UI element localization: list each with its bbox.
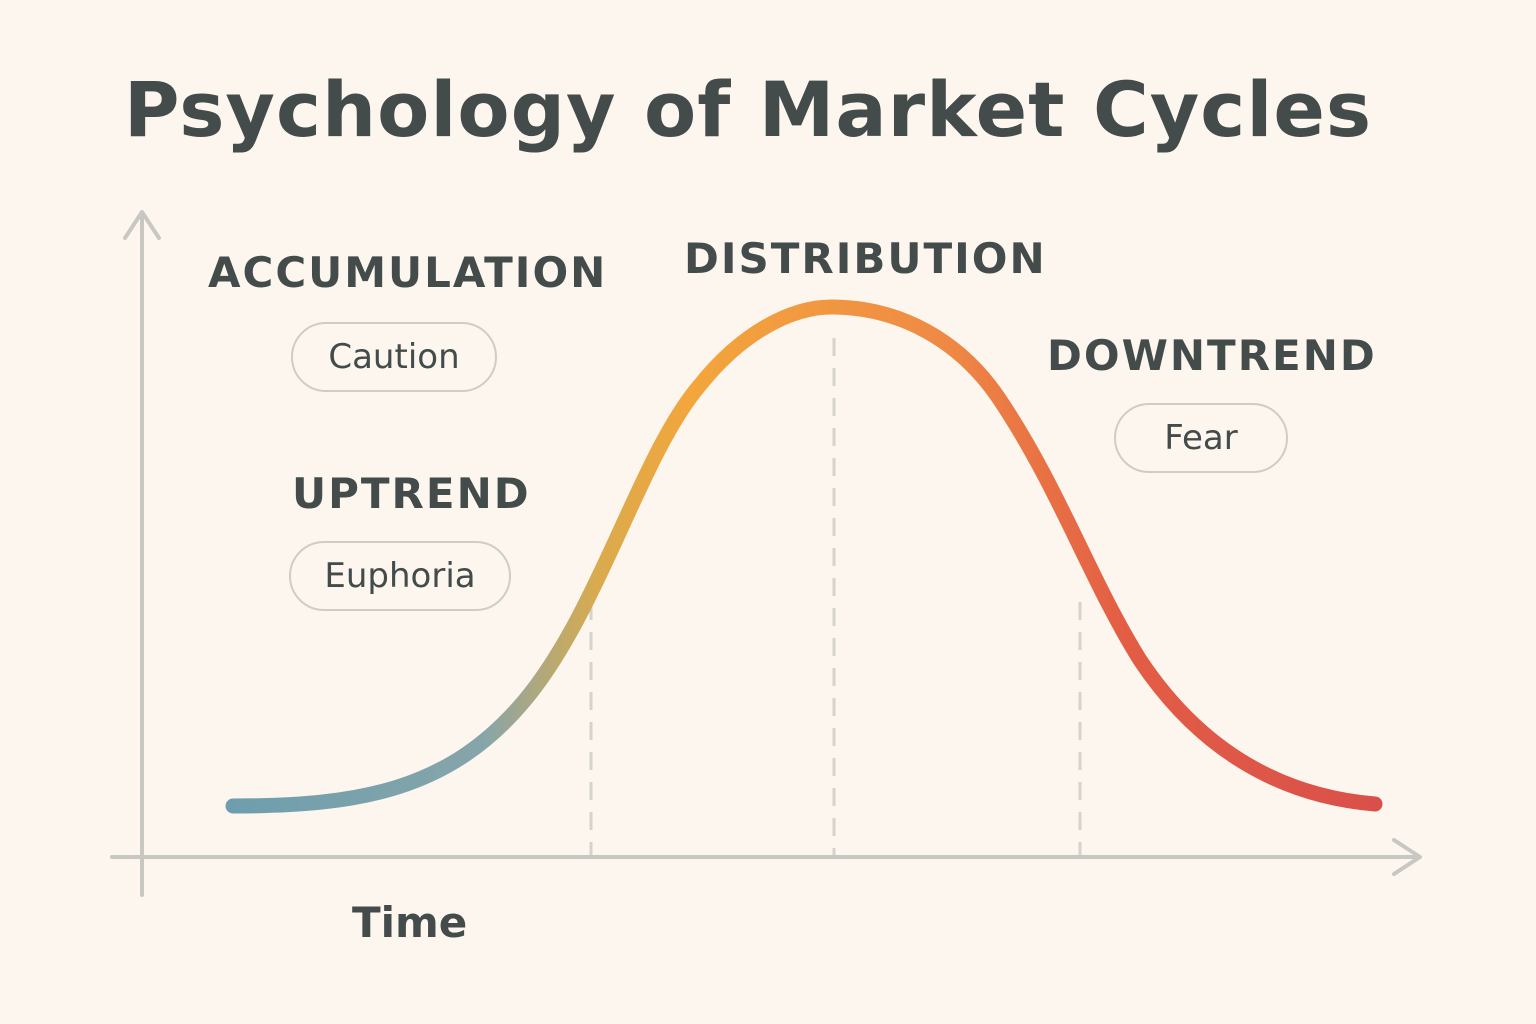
x-axis-arrowhead <box>1392 838 1422 876</box>
phase-label-uptrend: UPTREND <box>292 469 531 518</box>
y-axis-arrowhead <box>123 210 161 240</box>
market-cycle-curve <box>225 299 1383 814</box>
phase-label-downtrend: DOWNTREND <box>1047 331 1377 380</box>
emotion-pill-euphoria: Euphoria <box>289 541 511 611</box>
emotion-pill-caution: Caution <box>291 322 497 392</box>
x-axis-label: Time <box>352 898 468 947</box>
phase-label-distribution: DISTRIBUTION <box>684 234 1047 283</box>
phase-label-accumulation: ACCUMULATION <box>208 248 608 297</box>
diagram-title: Psychology of Market Cycles <box>123 65 1373 154</box>
emotion-pill-fear: Fear <box>1114 403 1288 473</box>
